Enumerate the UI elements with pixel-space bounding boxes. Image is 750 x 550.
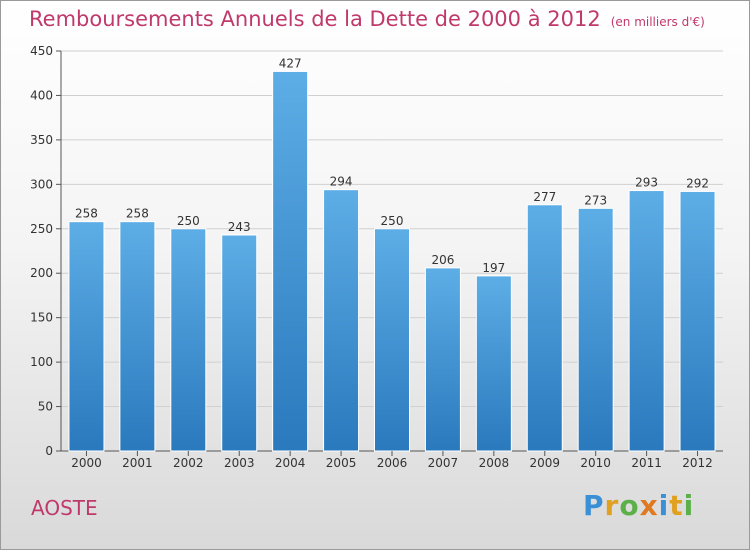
x-tick-label: 2004: [275, 456, 306, 470]
logo-letter: i: [683, 489, 695, 522]
data-label: 292: [686, 176, 709, 190]
x-tick-label: 2001: [122, 456, 153, 470]
y-tick-label: 150: [30, 311, 53, 325]
bar: [374, 228, 410, 452]
data-label: 250: [177, 214, 200, 228]
bar: [68, 221, 105, 452]
logo-letter: P: [583, 489, 605, 522]
data-label: 206: [431, 253, 454, 267]
logo-letter: i: [658, 489, 670, 522]
bar: [424, 267, 461, 452]
bar: [119, 221, 156, 452]
data-label: 277: [533, 190, 556, 204]
data-label: 197: [482, 261, 505, 275]
bar: [221, 234, 258, 452]
data-label: 258: [75, 207, 98, 221]
x-tick-label: 2011: [631, 456, 662, 470]
x-tick-label: 2002: [173, 456, 204, 470]
bar: [323, 189, 360, 452]
y-tick-label: 350: [30, 133, 53, 147]
x-tick-label: 2007: [428, 456, 459, 470]
x-tick-label: 2003: [224, 456, 255, 470]
bar: [679, 190, 716, 452]
chart-title: Remboursements Annuels de la Dette de 20…: [29, 7, 705, 31]
x-tick-label: 2012: [682, 456, 713, 470]
data-label: 293: [635, 176, 658, 190]
logo-letter: r: [604, 489, 620, 522]
y-tick-label: 200: [30, 266, 53, 280]
x-tick-label: 2000: [71, 456, 102, 470]
data-label: 258: [126, 207, 149, 221]
logo-letter: t: [669, 489, 684, 522]
data-label: 294: [330, 175, 353, 189]
y-tick-label: 450: [30, 44, 53, 58]
proxiti-logo: Proxiti: [583, 489, 694, 522]
bar: [628, 190, 665, 452]
bar: [526, 204, 563, 452]
x-tick-label: 2008: [479, 456, 510, 470]
unit-note: (en milliers d'€): [610, 15, 705, 29]
data-label: 427: [279, 56, 302, 70]
y-tick-label: 100: [30, 355, 53, 369]
x-tick-label: 2009: [529, 456, 560, 470]
bar: [272, 70, 309, 452]
y-tick-label: 50: [38, 400, 53, 414]
logo-letter: o: [619, 489, 640, 522]
y-tick-label: 400: [30, 88, 53, 102]
data-label: 243: [228, 220, 251, 234]
bar: [170, 228, 207, 452]
bar: [475, 275, 512, 452]
logo-letter: x: [639, 489, 659, 522]
x-tick-label: 2010: [580, 456, 611, 470]
x-tick-label: 2006: [377, 456, 408, 470]
title-text: Remboursements Annuels de la Dette de 20…: [29, 7, 601, 31]
data-label: 273: [584, 193, 607, 207]
commune-name: AOSTE: [31, 496, 98, 520]
data-label: 250: [381, 214, 404, 228]
x-tick-label: 2005: [326, 456, 357, 470]
bar: [577, 207, 614, 452]
y-tick-label: 300: [30, 177, 53, 191]
y-tick-label: 250: [30, 222, 53, 236]
y-tick-label: 0: [45, 444, 53, 458]
